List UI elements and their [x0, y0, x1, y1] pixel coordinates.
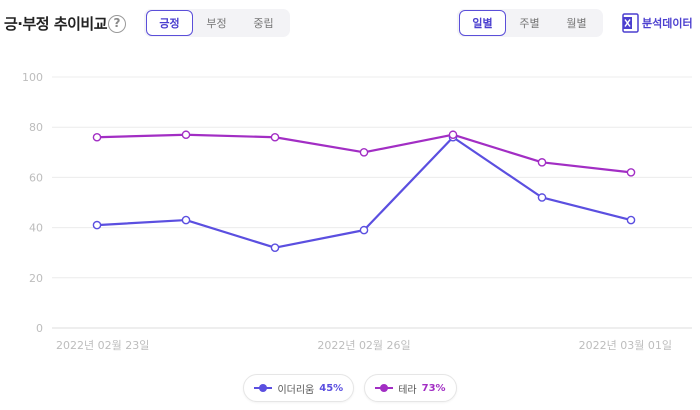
data-point — [359, 148, 369, 157]
data-point — [92, 132, 102, 142]
legend-marker-terra — [375, 383, 394, 393]
data-point — [626, 168, 636, 177]
x-tick-label: 2022년 02월 26일 — [317, 338, 410, 352]
legend-percent: 73% — [421, 382, 446, 394]
period-filter: 일별 주별 월별 — [457, 9, 603, 37]
y-tick-label: 80 — [29, 121, 43, 134]
legend-percent: 45% — [319, 382, 344, 394]
y-tick-label: 100 — [22, 71, 43, 84]
y-tick-label: 0 — [36, 322, 43, 335]
tab-monthly[interactable]: 월별 — [566, 17, 587, 30]
export-data-button[interactable]: 분석데이터 — [622, 13, 693, 33]
trend-line-chart: 0 20 40 60 80 100 2022년 02월 23일 2022년 02월 26일 20… — [0, 60, 700, 360]
tab-neutral[interactable]: 중립 — [253, 17, 274, 30]
data-point — [181, 130, 191, 140]
legend-dot — [259, 384, 268, 392]
data-point — [626, 215, 636, 225]
header: 긍·부정 추이비교 ? 긍정 부정 중립 일별 주별 월별 분석데이터 — [0, 0, 700, 46]
x-tick-label: 2022년 03월 01일 — [579, 338, 672, 352]
legend-item-terra[interactable]: 테라 73% — [364, 374, 457, 402]
help-icon[interactable]: ? — [108, 15, 126, 33]
data-point — [537, 193, 547, 202]
data-point — [181, 215, 191, 225]
y-tick-label: 40 — [29, 222, 43, 235]
data-point — [537, 158, 547, 167]
chart-legend: 이더리움 45% 테라 73% — [0, 374, 700, 402]
excel-icon — [622, 13, 639, 33]
data-point — [92, 220, 102, 230]
export-label: 분석데이터 — [642, 17, 693, 30]
legend-dot — [380, 384, 389, 392]
tab-positive[interactable]: 긍정 — [146, 10, 193, 36]
x-tick-label: 2022년 02월 23일 — [56, 338, 149, 352]
tab-negative[interactable]: 부정 — [206, 17, 227, 30]
sentiment-filter: 긍정 부정 중립 — [144, 9, 290, 37]
data-point — [270, 243, 280, 252]
legend-name: 이더리움 — [277, 384, 315, 396]
legend-item-ethereum[interactable]: 이더리움 45% — [243, 374, 355, 402]
data-point — [448, 130, 458, 140]
legend-marker-ethereum — [254, 383, 273, 393]
tab-daily[interactable]: 일별 — [459, 10, 506, 36]
y-tick-label: 20 — [29, 272, 43, 285]
y-tick-label: 60 — [29, 171, 43, 184]
legend-name: 테라 — [398, 384, 417, 396]
data-point — [359, 225, 369, 235]
tab-weekly[interactable]: 주별 — [519, 17, 540, 30]
data-point — [270, 132, 280, 142]
chart-svg: 0 20 40 60 80 100 2022년 02월 23일 2022년 02월 26일 20… — [22, 71, 692, 352]
page-title: 긍·부정 추이비교 — [4, 15, 108, 33]
